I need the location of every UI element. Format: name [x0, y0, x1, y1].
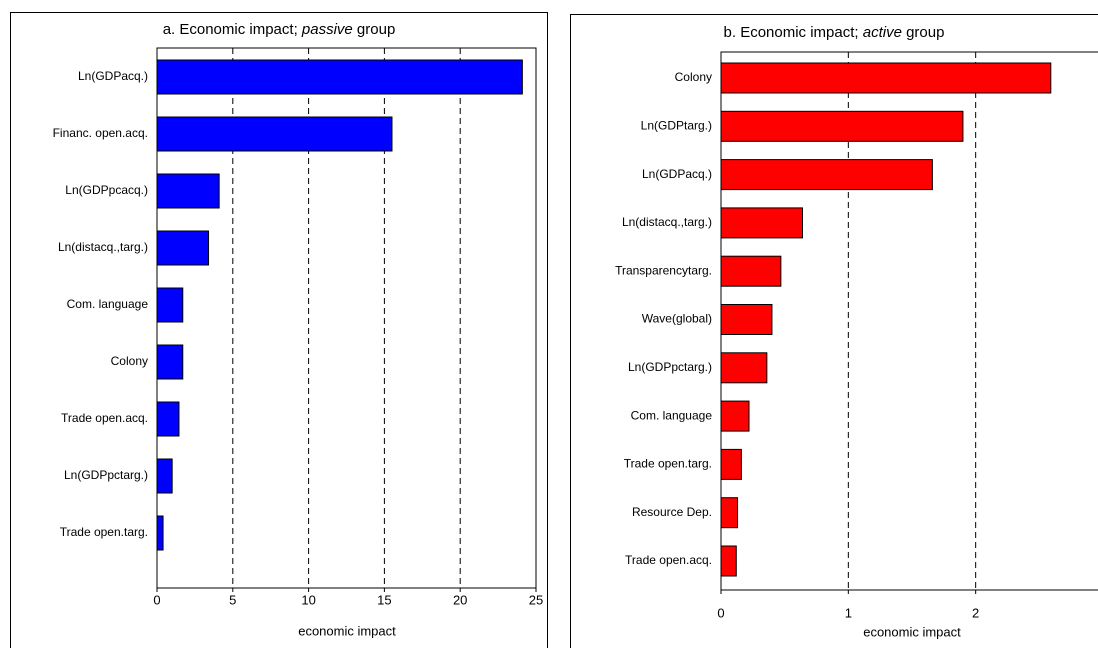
y-tick-label: Wave(global)	[642, 312, 712, 326]
y-tick-label: Ln(GDPpcacq.)	[65, 183, 148, 197]
bar	[156, 515, 164, 551]
bar	[720, 545, 737, 577]
y-tick-label: Financ. open.acq.	[53, 126, 148, 140]
bar	[720, 448, 742, 480]
bar	[720, 110, 964, 142]
y-tick-label: Ln(distacq.,targ.)	[58, 240, 148, 254]
chart-title: b. Economic impact; active group	[724, 24, 945, 41]
bar	[720, 207, 803, 239]
title-part: passive	[301, 21, 353, 38]
y-tick-label: Ln(distacq.,targ.)	[622, 215, 712, 229]
y-tick-label: Ln(GDPacq.)	[642, 167, 712, 181]
x-tick-label: 10	[301, 592, 315, 607]
x-tick-label: 5	[229, 592, 236, 607]
bar	[720, 400, 750, 432]
x-tick-label: 20	[453, 592, 467, 607]
bar	[156, 287, 184, 323]
bar	[156, 173, 220, 209]
bar	[156, 230, 210, 266]
y-tick-label: Trade open.acq.	[61, 411, 148, 425]
bar	[156, 458, 173, 494]
bar	[720, 304, 773, 335]
panel-frame	[10, 12, 548, 648]
y-tick-label: Transparencytarg.	[615, 263, 712, 277]
x-tick-label: 25	[529, 592, 543, 607]
y-tick-label: Com. language	[67, 297, 149, 311]
y-tick-label: Ln(GDPpctarg.)	[64, 468, 148, 482]
title-part: group	[902, 24, 945, 41]
y-tick-label: Colony	[675, 70, 712, 84]
y-tick-label: Trade open.acq.	[625, 553, 712, 567]
x-tick-label: 1	[845, 605, 852, 620]
x-tick-label: 0	[153, 592, 160, 607]
x-tick-label: 0	[717, 605, 724, 620]
chart-title: a. Economic impact; passive group	[163, 21, 396, 38]
y-tick-label: Ln(GDPtarg.)	[641, 118, 712, 132]
bar	[156, 344, 184, 380]
y-tick-label: Ln(GDPpctarg.)	[628, 360, 712, 374]
panel-frame	[570, 14, 1098, 648]
x-axis-label: economic impact	[863, 624, 961, 639]
title-part: a. Economic impact;	[163, 21, 302, 38]
bar	[720, 497, 739, 529]
x-axis-label: economic impact	[298, 623, 396, 638]
y-tick-label: Resource Dep.	[632, 505, 712, 519]
bar	[156, 401, 180, 437]
title-part: active	[863, 24, 902, 41]
y-tick-label: Trade open.targ.	[60, 525, 148, 539]
title-part: group	[353, 21, 396, 38]
x-tick-label: 2	[972, 605, 979, 620]
bar	[156, 116, 393, 152]
bar	[720, 62, 1052, 94]
x-tick-label: 15	[377, 592, 391, 607]
bar	[720, 255, 782, 287]
y-tick-label: Ln(GDPacq.)	[78, 69, 148, 83]
bar	[720, 159, 933, 191]
y-tick-label: Com. language	[631, 408, 713, 422]
bar	[156, 59, 523, 95]
bar	[720, 352, 768, 384]
y-tick-label: Colony	[111, 354, 148, 368]
title-part: b. Economic impact;	[724, 24, 863, 41]
y-tick-label: Trade open.targ.	[624, 457, 712, 471]
